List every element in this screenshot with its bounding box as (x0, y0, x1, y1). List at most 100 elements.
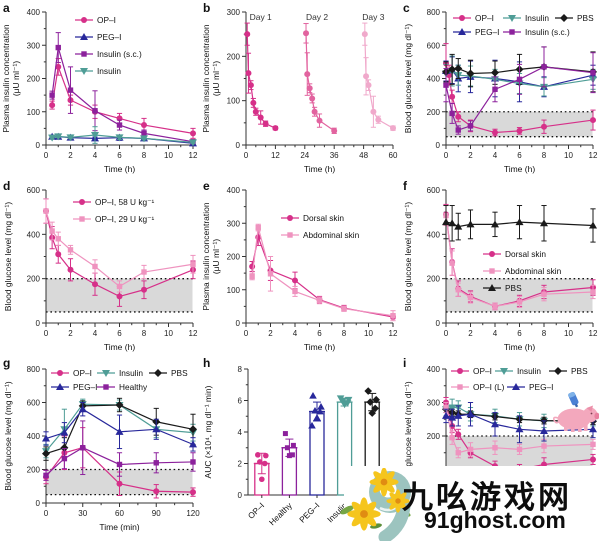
chart-panel-f: 0 2 4 6 8 10 12 0 200 400 600 Time (h) Blood glucose… (403, 186, 598, 352)
pig-with-injector-icon (552, 391, 599, 432)
series-PBS (442, 205, 597, 243)
pig-tail (552, 416, 560, 424)
svg-text:800: 800 (27, 365, 41, 374)
ticks (242, 11, 394, 149)
legend-item-Insulin: Insulin (97, 368, 143, 378)
svg-text:0: 0 (36, 319, 41, 328)
series-Insulin (48, 126, 197, 147)
svg-text:10: 10 (564, 151, 573, 160)
ticks (442, 189, 594, 327)
svg-text:6: 6 (117, 329, 122, 338)
bar-PEG–I: PEG–I (297, 391, 325, 525)
panel-e: e 0 2 4 6 8 10 12 0 100 200 300 400 Time (h) Plasma i… (200, 178, 400, 355)
svg-text:PEG–I: PEG–I (97, 32, 121, 42)
svg-text:400: 400 (27, 8, 41, 17)
svg-text:Insulin (s.c.): Insulin (s.c.) (525, 27, 570, 37)
svg-text:8: 8 (238, 365, 243, 374)
svg-text:2: 2 (268, 329, 273, 338)
panel-g: g 0 30 60 90 120 0 200 400 600 800 Time (min) Blood… (0, 355, 200, 541)
chart-panel-d: 0 2 4 6 8 10 12 0 200 400 600 Time (h) Blood glucose… (3, 186, 198, 352)
pig-head (582, 407, 598, 423)
legend-item-OP–I: OP–I (75, 15, 116, 25)
svg-text:200: 200 (427, 108, 441, 117)
svg-text:Day 2: Day 2 (306, 12, 328, 22)
svg-text:30: 30 (78, 509, 87, 518)
svg-text:24: 24 (300, 151, 309, 160)
svg-text:0: 0 (236, 141, 241, 150)
svg-text:Insulin: Insulin (517, 366, 541, 376)
legend-item-Dorsal skin: Dorsal skin (483, 249, 546, 259)
legend-item-OP–I: OP–I (453, 13, 494, 23)
svg-text:4: 4 (293, 329, 298, 338)
svg-text:OP–I: OP–I (73, 368, 92, 378)
chart-panel-b: 0 12 24 36 48 60 0 100 200 300 Time (h) Plasma insu… (201, 8, 398, 174)
svg-text:48: 48 (359, 151, 368, 160)
svg-text:Blood glucose level (mg dl⁻¹): Blood glucose level (mg dl⁻¹) (3, 381, 13, 491)
ticks (42, 368, 194, 507)
svg-text:8: 8 (342, 329, 347, 338)
svg-text:Healthy: Healthy (119, 382, 148, 392)
svg-text:OP–I: OP–I (246, 500, 266, 520)
legend-item-PEG–I: PEG–I (507, 382, 553, 392)
svg-text:0: 0 (36, 499, 41, 508)
svg-text:PBS: PBS (571, 366, 588, 376)
svg-text:120: 120 (186, 509, 200, 518)
svg-text:300: 300 (427, 399, 441, 408)
legend-item-OP–I, 58 U kg⁻¹: OP–I, 58 U kg⁻¹ (73, 197, 154, 207)
svg-text:200: 200 (27, 275, 41, 284)
svg-text:400: 400 (427, 230, 441, 239)
svg-text:100: 100 (227, 97, 241, 106)
svg-text:0: 0 (436, 319, 441, 328)
svg-text:36: 36 (330, 151, 339, 160)
svg-text:8: 8 (542, 151, 547, 160)
ticks (244, 368, 248, 496)
svg-text:400: 400 (427, 365, 441, 374)
svg-text:Time (h): Time (h) (304, 164, 335, 174)
panel-letter-e: e (203, 179, 210, 193)
svg-text:PBS: PBS (505, 283, 522, 293)
svg-text:10: 10 (564, 329, 573, 338)
nine-flowers-logo (340, 468, 411, 541)
plot-a: 0 2 4 6 8 10 12 0 100 200 300 400 Time (h) Plasma ins… (1, 8, 198, 174)
svg-text:OP–I: OP–I (97, 15, 116, 25)
svg-text:6: 6 (517, 329, 522, 338)
svg-text:0: 0 (44, 151, 49, 160)
ticks (42, 11, 194, 149)
logo-nine-tail (378, 499, 411, 541)
svg-text:0: 0 (244, 329, 249, 338)
svg-text:Dorsal skin: Dorsal skin (505, 249, 546, 259)
svg-text:8: 8 (142, 329, 147, 338)
chart-panel-c: 0 2 4 6 8 10 12 0 200 400 600 800 Time (h) Blood gluc… (403, 8, 598, 174)
series-PEG–I (442, 402, 597, 444)
legend-item-Abdominal skin: Abdominal skin (281, 230, 360, 240)
svg-text:8: 8 (542, 329, 547, 338)
svg-text:4: 4 (93, 151, 98, 160)
svg-text:(μU ml⁻¹): (μU ml⁻¹) (211, 61, 221, 97)
panel-a: a 0 2 4 6 8 10 12 0 100 200 300 400 Time (h) Plasma i… (0, 0, 200, 178)
panel-letter-b: b (203, 1, 211, 15)
chart-panel-e: 0 2 4 6 8 10 12 0 100 200 300 400 Time (h) Plasma ins… (201, 186, 398, 352)
svg-text:0: 0 (36, 141, 41, 150)
plot-f: 0 2 4 6 8 10 12 0 200 400 600 Time (h) Blood glucose… (403, 186, 598, 352)
svg-text:Abdominal skin: Abdominal skin (505, 266, 562, 276)
svg-text:PEG–I: PEG–I (297, 500, 321, 524)
panel-c: c 0 2 4 6 8 10 12 0 200 400 600 800 Time (h) Blood gl… (400, 0, 600, 178)
panel-letter-g: g (3, 356, 11, 370)
svg-text:100: 100 (227, 286, 241, 295)
legend-item-PBS: PBS (549, 366, 588, 376)
svg-text:0: 0 (236, 319, 241, 328)
panel-letter-i: i (403, 356, 407, 370)
svg-text:4: 4 (93, 329, 98, 338)
svg-text:600: 600 (427, 41, 441, 50)
panel-letter-a: a (3, 1, 10, 15)
bar-Healthy: Healthy (267, 431, 298, 527)
panel-d: d 0 2 4 6 8 10 12 0 200 400 600 Time (h) Blood gluco… (0, 178, 200, 355)
ticks (42, 189, 194, 327)
series-Abdominal skin (249, 223, 396, 322)
svg-text:12: 12 (589, 329, 598, 338)
svg-text:12: 12 (589, 151, 598, 160)
svg-text:PEG–I: PEG–I (529, 382, 553, 392)
legend-item-Insulin (s.c.): Insulin (s.c.) (503, 27, 570, 37)
svg-text:12: 12 (389, 329, 398, 338)
legend-item-PBS: PBS (483, 283, 522, 293)
